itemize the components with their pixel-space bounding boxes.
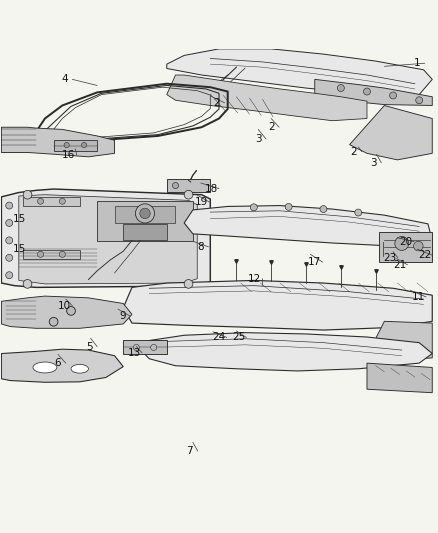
Text: 21: 21 [393,260,406,270]
Text: 2: 2 [213,98,220,108]
Polygon shape [367,363,432,393]
Polygon shape [23,250,80,259]
Text: 4: 4 [61,75,68,84]
Circle shape [64,142,69,148]
Polygon shape [141,333,432,371]
Text: 25: 25 [232,333,245,342]
Circle shape [6,272,13,279]
Circle shape [184,279,193,288]
Circle shape [59,198,65,204]
Text: 2: 2 [350,147,357,157]
Polygon shape [1,189,210,287]
Text: 3: 3 [255,134,261,144]
Circle shape [67,306,75,315]
Circle shape [364,88,371,95]
Text: 18: 18 [205,183,218,193]
Polygon shape [23,197,80,206]
Circle shape [413,241,423,251]
Circle shape [184,190,193,199]
Text: 3: 3 [370,158,377,168]
Circle shape [251,204,257,211]
Polygon shape [167,180,210,192]
Polygon shape [123,341,167,354]
Polygon shape [123,224,167,240]
Polygon shape [1,127,115,157]
Polygon shape [97,201,193,241]
Circle shape [49,318,58,326]
Circle shape [355,209,362,216]
Text: 23: 23 [383,253,397,263]
Polygon shape [350,106,432,160]
Text: 9: 9 [119,311,126,321]
Text: 15: 15 [13,244,26,254]
Text: 12: 12 [248,273,261,284]
Circle shape [135,204,155,223]
Text: 5: 5 [86,342,92,352]
Circle shape [133,344,139,351]
Text: 20: 20 [399,237,413,247]
Circle shape [320,206,327,213]
Text: 19: 19 [195,197,208,207]
Text: 15: 15 [13,214,26,224]
Circle shape [151,344,157,351]
Polygon shape [167,49,432,94]
Circle shape [6,254,13,261]
Text: 6: 6 [55,358,61,368]
Polygon shape [184,206,432,246]
Circle shape [285,204,292,211]
Text: 13: 13 [127,348,141,358]
Polygon shape [123,280,432,330]
Text: 22: 22 [418,250,431,260]
Circle shape [23,190,32,199]
Polygon shape [53,140,97,151]
Circle shape [416,97,423,104]
Circle shape [173,182,179,189]
Polygon shape [19,195,197,284]
Polygon shape [1,349,123,382]
Circle shape [6,202,13,209]
Circle shape [38,198,44,204]
Polygon shape [367,321,432,361]
Circle shape [6,237,13,244]
Circle shape [395,237,409,251]
Polygon shape [379,232,432,262]
Text: 2: 2 [268,122,275,132]
Text: 11: 11 [412,292,425,302]
Text: 1: 1 [414,58,420,68]
Circle shape [337,85,344,92]
Circle shape [38,251,44,257]
Text: 17: 17 [308,257,321,267]
Polygon shape [167,75,367,120]
Text: 24: 24 [212,333,226,342]
Polygon shape [115,206,176,223]
Circle shape [6,220,13,227]
Circle shape [23,279,32,288]
Text: 7: 7 [187,446,193,456]
Text: 8: 8 [198,242,204,252]
Circle shape [140,208,150,219]
Ellipse shape [33,362,57,373]
Polygon shape [1,296,132,328]
Polygon shape [315,79,432,106]
Text: 16: 16 [62,150,75,160]
Circle shape [81,142,87,148]
Circle shape [390,92,396,99]
Circle shape [59,251,65,257]
Ellipse shape [71,365,88,373]
Text: 10: 10 [58,301,71,311]
